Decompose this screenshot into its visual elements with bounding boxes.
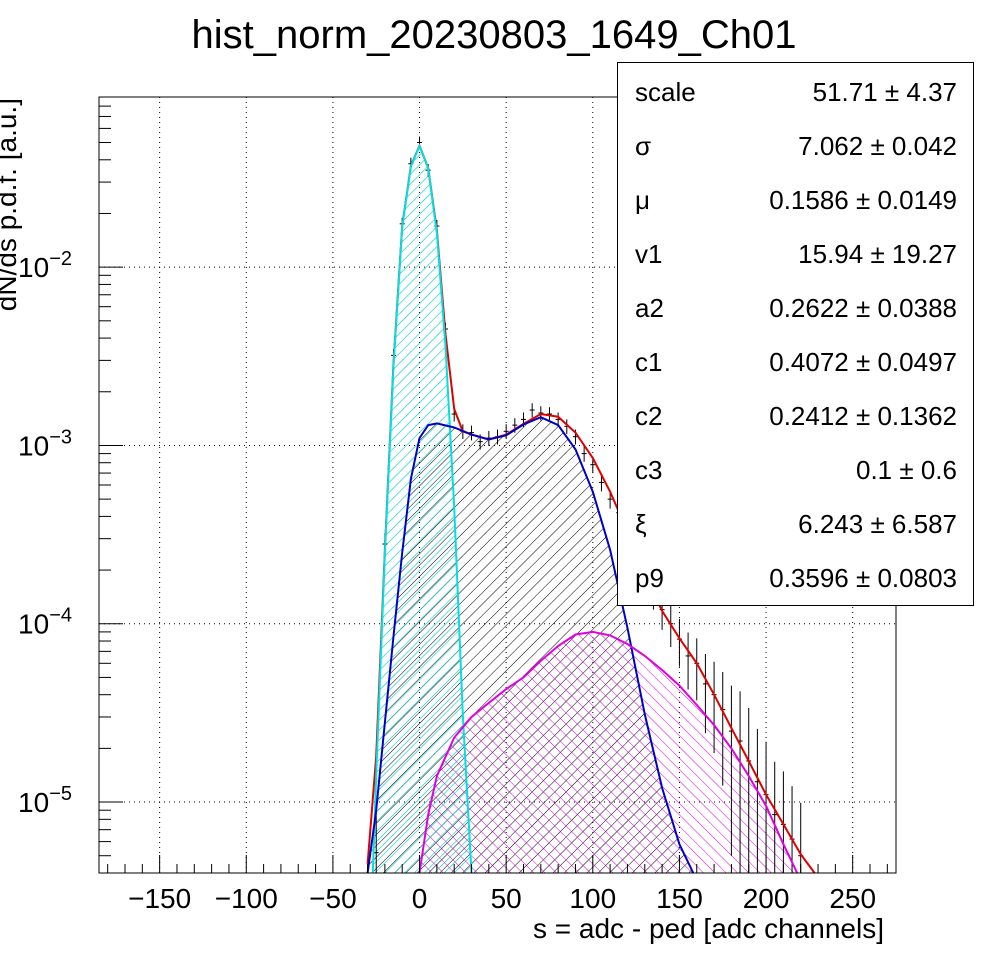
fit-param-name: μ — [635, 185, 650, 215]
x-tick-label: 100 — [569, 883, 616, 914]
fit-param-value: 0.2412 ± 0.1362 — [769, 401, 957, 431]
fit-param-value: 0.4072 ± 0.0497 — [769, 347, 957, 377]
fit-param-name: σ — [635, 131, 652, 161]
plot-area — [366, 136, 816, 873]
fit-stats-row: c2 0.2412 ± 0.1362 — [618, 389, 973, 443]
y-tick-label: 10−3 — [18, 426, 72, 461]
fit-param-name: scale — [635, 77, 696, 107]
x-axis-label: s = adc - ped [adc channels] — [533, 913, 884, 944]
y-tick-label: 10−5 — [18, 783, 72, 818]
fit-param-value: 0.3596 ± 0.0803 — [769, 563, 957, 593]
x-tick-label: 0 — [412, 883, 428, 914]
fit-param-value: 15.94 ± 19.27 — [798, 239, 957, 269]
axis-ticks: −150 −100 −50 0 50 100 150 200 250 10−2 10−3 10−4 10… — [18, 96, 888, 914]
fit-param-value: 0.2622 ± 0.0388 — [769, 293, 957, 323]
chart-title: hist_norm_20230803_1649_Ch01 — [192, 13, 797, 57]
fit-stats-row: v1 15.94 ± 19.27 — [618, 227, 973, 281]
fit-param-value: 6.243 ± 6.587 — [798, 509, 957, 539]
fit-param-name: c2 — [635, 401, 663, 431]
mid-component-curve — [366, 416, 695, 873]
core-component-fill — [372, 146, 472, 873]
fit-stats-row: σ 7.062 ± 0.042 — [618, 119, 973, 173]
x-tick-label: −150 — [128, 883, 191, 914]
fit-param-name: v1 — [635, 239, 663, 269]
y-tick-label: 10−4 — [18, 605, 72, 640]
x-tick-label: 50 — [491, 883, 522, 914]
fit-param-name: c1 — [635, 347, 663, 377]
core-component-curve — [371, 143, 473, 873]
x-tick-label: 250 — [829, 883, 876, 914]
fit-param-value: 51.71 ± 4.37 — [812, 77, 957, 107]
fit-param-name: p9 — [635, 563, 664, 593]
fit-stats-row: p9 0.3596 ± 0.0803 — [618, 551, 973, 605]
fit-stats-row: c3 0.1 ± 0.6 — [618, 443, 973, 497]
x-tick-label: −50 — [309, 883, 357, 914]
fit-stats-row: scale 51.71 ± 4.37 — [618, 65, 973, 119]
fit-stats-row: ξ 6.243 ± 6.587 — [618, 497, 973, 551]
fit-stats-box: scale 51.71 ± 4.37 σ 7.062 ± 0.042 μ 0.1586 ±… — [617, 62, 974, 606]
fit-param-value: 0.1586 ± 0.0149 — [769, 185, 957, 215]
x-tick-label: 150 — [656, 883, 703, 914]
fit-param-value: 7.062 ± 0.042 — [798, 131, 957, 161]
fit-param-name: a2 — [635, 293, 664, 323]
x-tick-label: −100 — [215, 883, 278, 914]
y-tick-label: 10−2 — [18, 248, 72, 283]
fit-param-name: c3 — [635, 455, 663, 485]
fit-stats-row: a2 0.2622 ± 0.0388 — [618, 281, 973, 335]
fit-param-name: ξ — [635, 509, 647, 539]
y-axis-label: dN/ds p.d.f. [a.u.] — [0, 98, 22, 311]
tail-component-curve — [418, 630, 799, 873]
fit-stats-row: c1 0.4072 ± 0.0497 — [618, 335, 973, 389]
x-tick-label: 200 — [743, 883, 790, 914]
fit-stats-row: μ 0.1586 ± 0.0149 — [618, 173, 973, 227]
fit-param-value: 0.1 ± 0.6 — [855, 455, 957, 485]
tail-component-fill — [419, 631, 798, 873]
